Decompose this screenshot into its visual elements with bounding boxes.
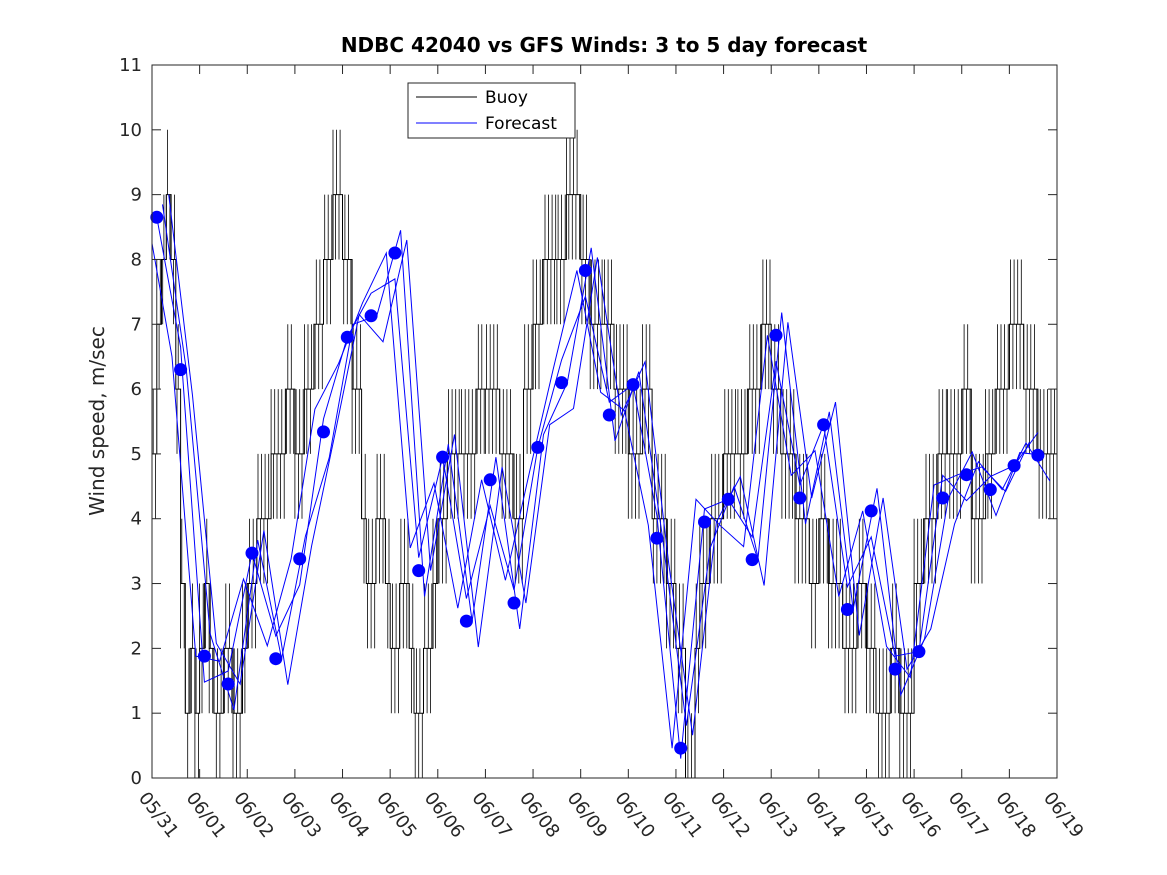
y-tick-label: 10: [119, 120, 142, 141]
forecast-point: [936, 491, 950, 505]
y-tick-label: 2: [131, 638, 142, 659]
plot-area: [152, 65, 1057, 778]
y-tick-label: 9: [131, 185, 142, 206]
forecast-point: [436, 450, 450, 464]
legend: Buoy Forecast: [407, 82, 576, 139]
forecast-point: [483, 473, 497, 487]
plot-frame: [151, 64, 1058, 779]
y-tick-label: 1: [131, 703, 142, 724]
y-tick-label: 8: [131, 249, 142, 270]
y-tick-label: 11: [119, 55, 142, 76]
forecast-point: [459, 614, 473, 628]
chart-title: NDBC 42040 vs GFS Winds: 3 to 5 day fore…: [341, 33, 868, 57]
forecast-point: [721, 492, 735, 506]
y-axis-label: Wind speed, m/sec: [85, 326, 109, 516]
y-tick-label: 7: [131, 314, 142, 335]
forecast-point: [698, 515, 711, 529]
forecast-point: [555, 376, 569, 390]
forecast-point: [364, 309, 378, 323]
forecast-point: [197, 649, 211, 663]
forecast-point: [174, 363, 188, 377]
forecast-point: [674, 741, 688, 755]
forecast-point: [840, 603, 854, 616]
forecast-point: [412, 564, 426, 578]
legend-box: [407, 82, 576, 139]
legend-forecast-label: Forecast: [485, 114, 557, 134]
forecast-point: [578, 264, 592, 277]
forecast-point: [507, 596, 521, 610]
forecast-point: [912, 645, 926, 659]
forecast-point: [983, 483, 997, 497]
forecast-point: [340, 330, 354, 344]
forecast-point: [650, 531, 664, 545]
forecast-line: [162, 204, 1044, 726]
forecast-point: [221, 677, 235, 691]
forecast-point: [626, 378, 640, 392]
forecast-point: [269, 652, 283, 666]
forecast-point: [769, 328, 783, 342]
forecast-point: [245, 546, 259, 560]
forecast-point: [793, 491, 807, 505]
forecast-point: [388, 246, 402, 260]
legend-buoy-label: Buoy: [485, 88, 528, 108]
y-tick-label: 0: [131, 768, 142, 789]
y-tick-label: 5: [131, 444, 142, 465]
y-tick-label: 3: [131, 574, 142, 595]
forecast-point: [602, 408, 616, 422]
forecast-point: [864, 504, 878, 518]
forecast-point: [150, 210, 164, 224]
forecast-markers: [150, 210, 1045, 755]
forecast-point: [317, 425, 330, 439]
forecast-line: [151, 243, 1030, 749]
forecast-point: [888, 662, 902, 676]
forecast-point: [1007, 459, 1021, 473]
forecast-point: [817, 418, 831, 432]
forecast-line: [168, 194, 1051, 736]
forecast-point: [531, 440, 545, 454]
forecast-point: [293, 552, 307, 566]
y-tick-label: 6: [131, 379, 142, 400]
forecast-point: [960, 468, 973, 482]
forecast-point: [1031, 448, 1045, 462]
forecast-point: [745, 553, 759, 567]
y-tick-label: 4: [131, 509, 142, 530]
y-axis: 0 1 2 3 4 5 6 7 8 9 10 11: [119, 55, 1057, 789]
forecast-series: [151, 194, 1051, 759]
